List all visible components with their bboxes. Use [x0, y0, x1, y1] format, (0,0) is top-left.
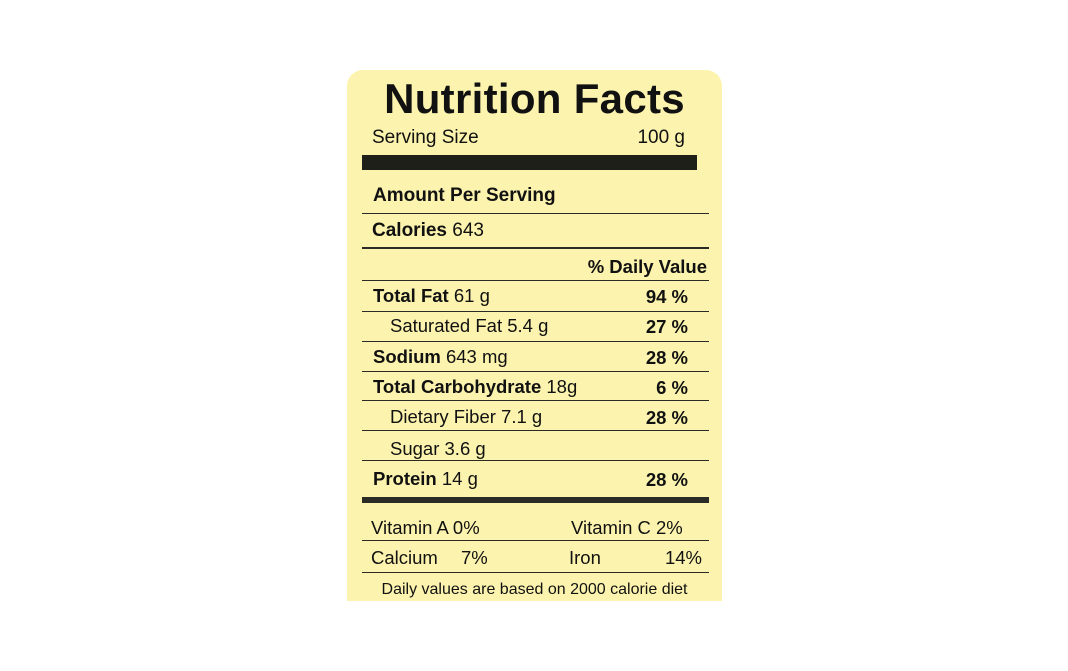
nutrient-daily-value: 28 %: [645, 469, 688, 490]
nutrient-daily-value: 94 %: [645, 286, 688, 307]
footer-note: Daily values are based on 2000 calorie d…: [381, 581, 688, 598]
thick-divider: [362, 497, 709, 503]
calories-row: Calories 643: [372, 220, 484, 242]
calcium-value: 7%: [461, 547, 488, 568]
nutrient-row-total-fat: Total Fat 61 g 94 %: [347, 282, 722, 310]
nutrient-row-protein: Protein 14 g 28 %: [347, 465, 722, 493]
daily-value-header: % Daily Value: [587, 256, 707, 277]
nutrient-name: Dietary Fiber 7.1 g: [390, 406, 543, 427]
divider: [362, 213, 709, 214]
thick-divider: [362, 155, 697, 170]
nutrient-daily-value: 27 %: [645, 316, 688, 337]
divider: [362, 247, 709, 249]
nutrient-row-total-carbohydrate: Total Carbohydrate 18g 6 %: [347, 373, 722, 401]
divider: [362, 572, 709, 573]
divider: [362, 430, 709, 431]
nutrient-row-saturated-fat: Saturated Fat 5.4 g 27 %: [347, 312, 722, 340]
nutrient-name: Total Carbohydrate 18g: [373, 376, 578, 397]
nutrition-label: Nutrition Facts Serving Size 100 g Amoun…: [347, 70, 722, 601]
divider: [362, 540, 709, 541]
divider: [362, 311, 709, 312]
nutrient-name: Protein 14 g: [373, 468, 478, 489]
nutrient-row-sodium: Sodium 643 mg 28 %: [347, 343, 722, 371]
divider: [362, 371, 709, 372]
nutrient-name: Total Fat 61 g: [373, 285, 490, 306]
vitamin-a: Vitamin A 0%: [371, 517, 480, 538]
nutrient-name: Sugar 3.6 g: [390, 438, 486, 459]
nutrient-row-dietary-fiber: Dietary Fiber 7.1 g 28 %: [347, 403, 722, 431]
amount-per-serving-heading: Amount Per Serving: [373, 185, 556, 206]
divider: [362, 280, 709, 281]
serving-size-label: Serving Size: [372, 127, 479, 148]
iron-value: 14%: [664, 547, 702, 568]
label-title: Nutrition Facts: [384, 75, 685, 122]
divider: [362, 341, 709, 342]
vitamin-c: Vitamin C 2%: [571, 517, 683, 538]
calories-value: 643: [452, 220, 484, 241]
divider: [362, 400, 709, 401]
nutrient-row-sugar: Sugar 3.6 g: [347, 435, 722, 463]
nutrient-daily-value: 28 %: [645, 347, 688, 368]
nutrient-name: Saturated Fat 5.4 g: [390, 315, 549, 336]
divider: [362, 460, 709, 461]
calcium-label: Calcium: [371, 547, 438, 568]
iron-label: Iron: [569, 547, 601, 568]
serving-size-value: 100 g: [637, 127, 685, 148]
nutrient-daily-value: 6 %: [656, 377, 688, 398]
calories-label: Calories: [372, 220, 447, 241]
nutrient-name: Sodium 643 mg: [373, 346, 508, 367]
nutrient-daily-value: 28 %: [645, 407, 688, 428]
